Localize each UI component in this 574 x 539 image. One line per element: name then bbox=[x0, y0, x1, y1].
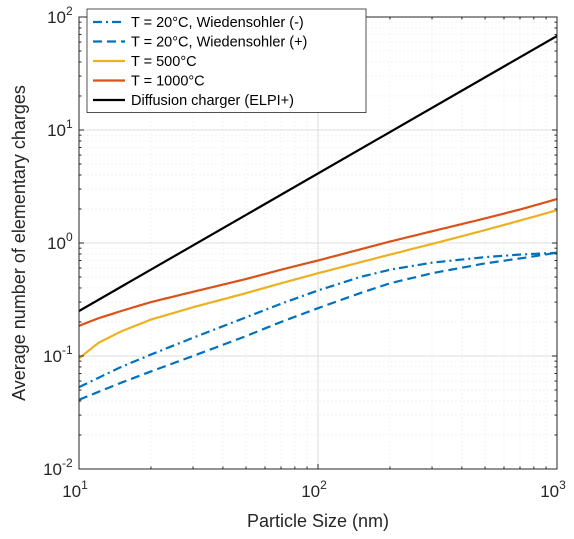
y-tick-label: 10-1 bbox=[43, 343, 73, 366]
tick-marks bbox=[78, 16, 558, 470]
x-tick-label: 101 bbox=[62, 478, 88, 501]
y-tick-label-exponent: 0 bbox=[66, 230, 73, 244]
x-tick-labels: 101 102 103 bbox=[62, 478, 566, 501]
series-line-5 bbox=[79, 34, 557, 312]
x-tick-label-exponent: 1 bbox=[81, 478, 88, 492]
y-axis-label: Average number of elementary charges bbox=[9, 85, 29, 401]
y-tick-label-base: 10 bbox=[47, 121, 66, 140]
legend-label: T = 1000°C bbox=[131, 74, 205, 90]
x-tick-label: 103 bbox=[540, 478, 566, 501]
series-line-2 bbox=[79, 251, 557, 401]
series-layer bbox=[79, 34, 557, 401]
x-tick-label: 102 bbox=[301, 478, 327, 501]
legend-label: Diffusion charger (ELPI+) bbox=[131, 93, 294, 109]
y-tick-label-base: 10 bbox=[43, 347, 62, 366]
x-axis-label: Particle Size (nm) bbox=[247, 511, 389, 531]
x-tick-label-base: 10 bbox=[62, 482, 81, 501]
x-tick-label-base: 10 bbox=[540, 482, 559, 501]
legend-label: T = 20°C, Wiedensohler (-) bbox=[131, 15, 304, 31]
y-tick-label-base: 10 bbox=[47, 8, 66, 27]
series-line-4 bbox=[79, 197, 557, 327]
y-tick-label: 10-2 bbox=[43, 456, 73, 479]
y-tick-label-exponent: 2 bbox=[66, 4, 73, 18]
y-tick-label-base: 10 bbox=[47, 234, 66, 253]
y-tick-label-exponent: -2 bbox=[62, 456, 73, 470]
legend-label: T = 500°C bbox=[131, 54, 197, 70]
legend-box bbox=[86, 8, 367, 113]
x-tick-label-exponent: 3 bbox=[559, 478, 566, 492]
y-tick-label-base: 10 bbox=[43, 460, 62, 479]
y-tick-label-exponent: -1 bbox=[62, 343, 73, 357]
y-tick-label: 102 bbox=[47, 4, 73, 27]
x-tick-label-base: 10 bbox=[301, 482, 320, 501]
y-tick-label-exponent: 1 bbox=[66, 117, 73, 131]
y-tick-label: 100 bbox=[47, 230, 73, 253]
x-tick-label-exponent: 2 bbox=[320, 478, 327, 492]
legend: T = 20°C, Wiedensohler (-) T = 20°C, Wied… bbox=[86, 8, 367, 113]
y-tick-label: 101 bbox=[47, 117, 73, 140]
series-line-3 bbox=[79, 209, 557, 360]
legend-label: T = 20°C, Wiedensohler (+) bbox=[131, 35, 307, 51]
series-line-1 bbox=[79, 251, 557, 389]
